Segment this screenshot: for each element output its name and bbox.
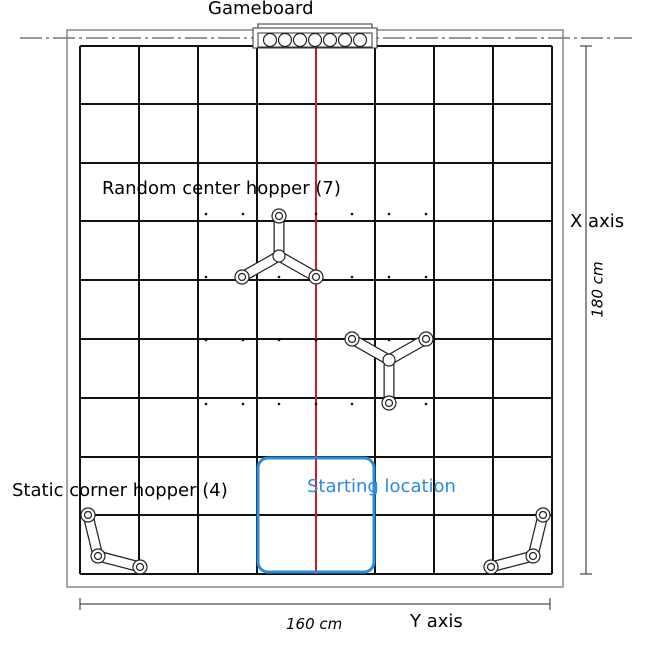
field-dot [424,275,428,279]
static-hopper-right [483,507,551,575]
random-hopper-label: Random center hopper (7) [102,178,341,199]
field-dot [387,338,391,342]
field-dot [424,402,428,406]
y-dimension-label: 160 cm [286,615,343,633]
field-dot [204,275,208,279]
field-dot [314,338,318,342]
x-axis-label: X axis [570,211,625,232]
gameboard-slot [262,32,278,48]
y-dimension [79,598,551,610]
field-dot [314,402,318,406]
gameboard-slot [322,32,338,48]
static-hopper-left [80,507,148,575]
random-hopper-2 [344,331,434,411]
gameboard-slot [277,32,293,48]
x-dimension [580,45,592,575]
field-dot [204,212,208,216]
field-dot [241,212,245,216]
field-dot [204,402,208,406]
field-dot [241,338,245,342]
static-hopper-label: Static corner hopper (4) [12,480,228,501]
gameboard-slots [262,32,368,48]
field-dot [350,212,354,216]
field-dot [277,275,281,279]
y-axis-label: Y axis [410,611,463,632]
field-dot [350,275,354,279]
field-dot [314,212,318,216]
starting-location-box [256,456,376,574]
gameboard-slot [352,32,368,48]
gameboard-slot [307,32,323,48]
field-dot [424,212,428,216]
random-hopper-1 [234,208,324,285]
field-dot [277,338,281,342]
gameboard [252,23,378,49]
field-dot [241,402,245,406]
starting-location-label: Starting location [307,476,456,497]
field-dot [277,402,281,406]
gameboard-slot [337,32,353,48]
gameboard-label: Gameboard [208,0,314,19]
field-dot [204,338,208,342]
field-dot [350,402,354,406]
x-dimension-label: 180 cm [588,261,607,318]
gameboard-slot [292,32,308,48]
field-dot [387,275,391,279]
field-dot [387,212,391,216]
